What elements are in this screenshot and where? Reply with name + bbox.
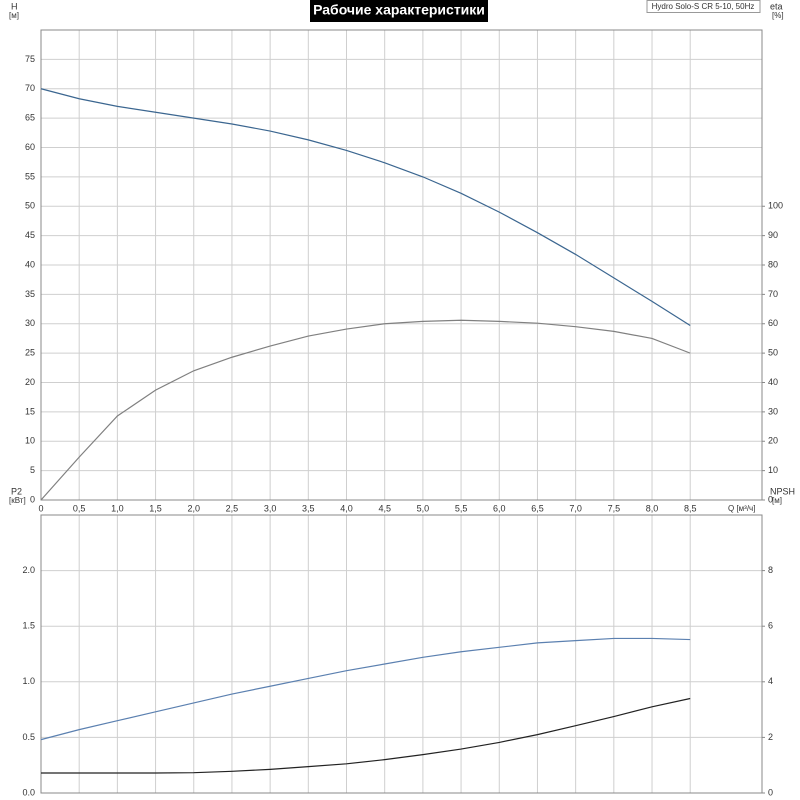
x-tick-label: 1,0 xyxy=(111,503,124,513)
y2-axis-label: eta xyxy=(770,1,783,11)
y-tick-label: 65 xyxy=(25,113,35,123)
y-tick-label: 2.0 xyxy=(22,565,35,575)
y-tick-label: 75 xyxy=(25,54,35,64)
y2-axis-unit: [м] xyxy=(772,496,782,505)
y2-tick-label: 60 xyxy=(768,318,778,328)
y2-tick-label: 50 xyxy=(768,348,778,358)
y-tick-label: 0 xyxy=(30,494,35,504)
y2-tick-label: 80 xyxy=(768,259,778,269)
x-tick-label: 5,5 xyxy=(455,503,468,513)
y2-tick-label: 0 xyxy=(768,787,773,797)
y-tick-label: 1.0 xyxy=(22,676,35,686)
x-tick-label: 2,5 xyxy=(226,503,239,513)
x-tick-label: 2,0 xyxy=(187,503,200,513)
y-tick-label: 50 xyxy=(25,201,35,211)
plot-frame xyxy=(40,29,763,501)
y-tick-label: 45 xyxy=(25,230,35,240)
y-axis-unit: [м] xyxy=(9,11,19,20)
y-tick-label: 40 xyxy=(25,259,35,269)
curve xyxy=(40,319,691,501)
x-tick-label: 1,5 xyxy=(149,503,162,513)
y2-tick-label: 6 xyxy=(768,621,773,631)
x-axis-label: Q [м³/ч] xyxy=(728,504,755,513)
y-tick-label: 25 xyxy=(25,348,35,358)
x-tick-label: 8,5 xyxy=(684,503,697,513)
y2-tick-label: 2 xyxy=(768,732,773,742)
x-tick-label: 6,0 xyxy=(493,503,506,513)
curve xyxy=(40,637,691,741)
model-box xyxy=(646,0,761,13)
y-tick-label: 30 xyxy=(25,318,35,328)
x-tick-label: 4,0 xyxy=(340,503,353,513)
y-axis-label: P2 xyxy=(11,486,22,496)
x-tick-label: 0,5 xyxy=(73,503,86,513)
y2-tick-label: 70 xyxy=(768,289,778,299)
y2-tick-label: 20 xyxy=(768,436,778,446)
x-tick-label: 6,5 xyxy=(531,503,544,513)
chart-title: Рабочие характеристики xyxy=(313,2,485,18)
y2-tick-label: 10 xyxy=(768,465,778,475)
y2-tick-label: 90 xyxy=(768,230,778,240)
y-tick-label: 0.0 xyxy=(22,787,35,797)
x-tick-label: 3,5 xyxy=(302,503,315,513)
x-tick-label: 4,5 xyxy=(378,503,391,513)
y-tick-label: 35 xyxy=(25,289,35,299)
x-tick-label: 7,0 xyxy=(569,503,582,513)
y2-axis-unit: [%] xyxy=(772,11,784,20)
y2-tick-label: 100 xyxy=(768,201,783,211)
y-tick-label: 1.5 xyxy=(22,621,35,631)
y-tick-label: 5 xyxy=(30,465,35,475)
model-label: Hydro Solo-S CR 5-10, 50Hz xyxy=(652,2,755,11)
y-tick-label: 15 xyxy=(25,406,35,416)
y-tick-label: 0.5 xyxy=(22,732,35,742)
x-tick-label: 0 xyxy=(38,503,43,513)
y-tick-label: 10 xyxy=(25,436,35,446)
y-tick-label: 20 xyxy=(25,377,35,387)
y-axis-unit: [кВт] xyxy=(9,496,26,505)
x-tick-label: 7,5 xyxy=(608,503,621,513)
y-axis-label: H xyxy=(11,1,18,11)
curve xyxy=(40,88,691,327)
x-tick-label: 8,0 xyxy=(646,503,659,513)
y2-tick-label: 4 xyxy=(768,676,773,686)
y2-tick-label: 0 xyxy=(768,494,773,504)
x-tick-label: 3,0 xyxy=(264,503,277,513)
y2-tick-label: 30 xyxy=(768,406,778,416)
y2-axis-label: NPSH xyxy=(770,486,795,496)
y-tick-label: 70 xyxy=(25,83,35,93)
y-tick-label: 55 xyxy=(25,171,35,181)
curve xyxy=(41,697,691,774)
y2-tick-label: 40 xyxy=(768,377,778,387)
x-tick-label: 5,0 xyxy=(417,503,430,513)
plot-frame xyxy=(40,514,763,794)
y2-tick-label: 8 xyxy=(768,565,773,575)
title-box xyxy=(310,0,488,22)
y-tick-label: 60 xyxy=(25,142,35,152)
